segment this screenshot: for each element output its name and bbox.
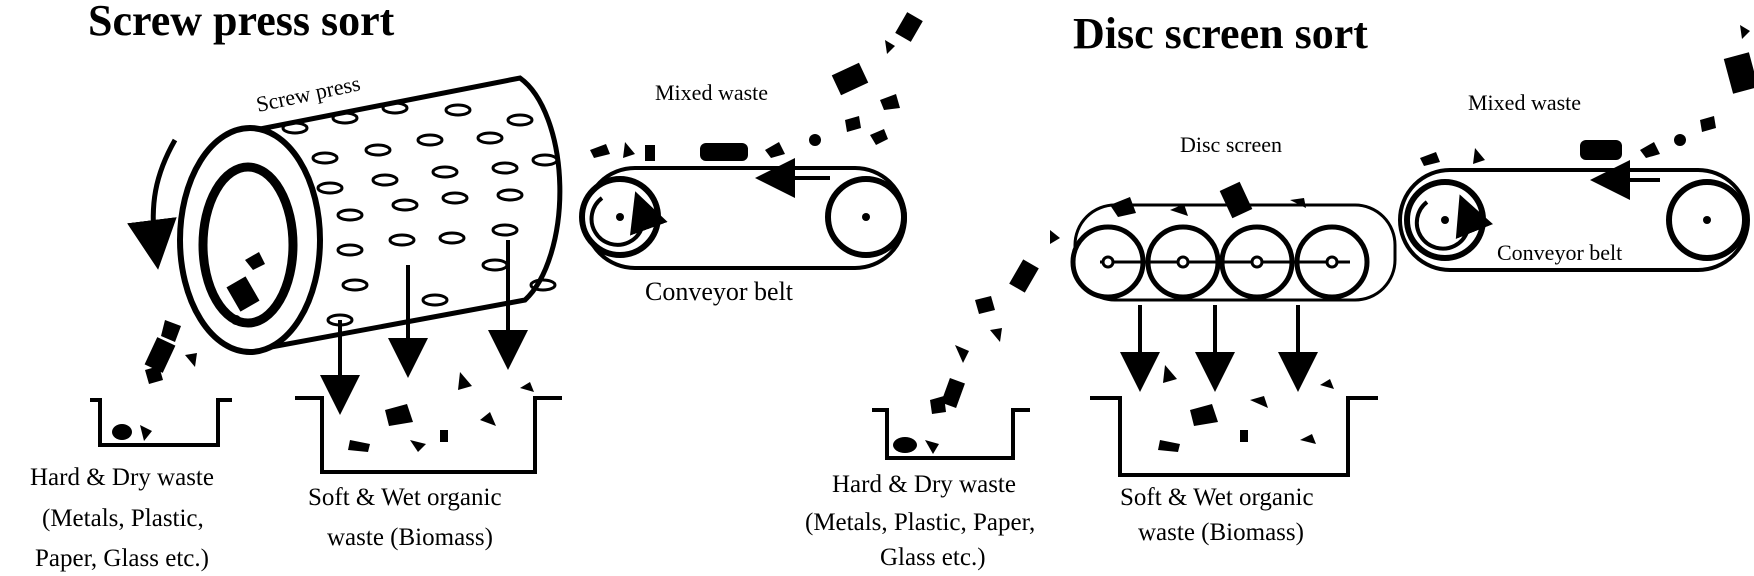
soft-wet-right-line1: Soft & Wet organic xyxy=(1120,484,1314,511)
hard-dry-right-line1: Hard & Dry waste xyxy=(832,471,1016,498)
hard-dry-bin-left xyxy=(90,320,232,447)
screw-press-title: Screw press sort xyxy=(88,0,395,45)
rotation-arrow xyxy=(127,138,178,270)
soft-wet-bin-left xyxy=(295,240,562,474)
mixed-waste-left-label: Mixed waste xyxy=(655,80,768,105)
conveyor-belt-right xyxy=(1398,160,1750,272)
disc-screen-panel: Disc screen sort Disc screen xyxy=(805,9,1754,571)
conveyor-belt-right-label: Conveyor belt xyxy=(1497,240,1622,265)
soft-wet-left-line2: waste (Biomass) xyxy=(327,524,493,551)
falling-waste-right xyxy=(930,230,1060,414)
disc-screen-title: Disc screen sort xyxy=(1073,9,1368,58)
hard-dry-right-line2: (Metals, Plastic, Paper, xyxy=(805,509,1035,536)
soft-wet-bin-right xyxy=(1090,305,1378,477)
hard-dry-left-line2: (Metals, Plastic, xyxy=(42,505,204,532)
screw-press-panel: Screw press sort xyxy=(30,0,923,572)
disc-screen-label: Disc screen xyxy=(1180,132,1282,157)
hard-dry-left-line3: Paper, Glass etc.) xyxy=(35,545,209,572)
hard-dry-bin-right xyxy=(872,408,1030,460)
screw-press-drum xyxy=(177,75,563,355)
mixed-waste-right xyxy=(1420,25,1754,166)
soft-wet-right-line2: waste (Biomass) xyxy=(1138,519,1304,546)
conveyor-belt-left xyxy=(579,158,907,270)
soft-wet-left-line1: Soft & Wet organic xyxy=(308,484,502,511)
conveyor-belt-left-label: Conveyor belt xyxy=(645,277,794,306)
mixed-waste-right-label: Mixed waste xyxy=(1468,90,1581,115)
disc-screen xyxy=(1070,181,1397,302)
mixed-waste-left xyxy=(590,12,923,161)
hard-dry-right-line3: Glass etc.) xyxy=(880,544,986,571)
hard-dry-left-line1: Hard & Dry waste xyxy=(30,464,214,491)
